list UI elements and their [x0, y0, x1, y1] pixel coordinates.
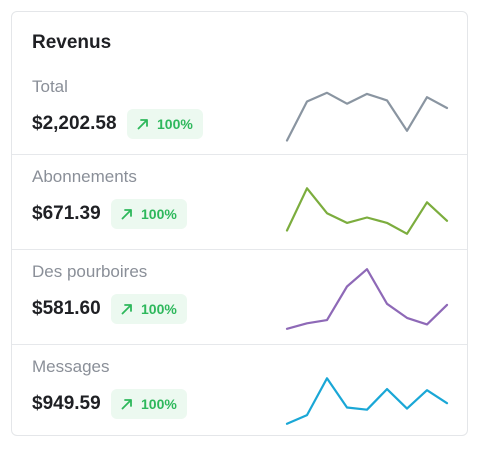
change-percent: 100%: [141, 206, 177, 222]
change-badge: 100%: [111, 294, 187, 324]
row-label: Messages: [32, 357, 110, 376]
arrow-up-right-icon: [121, 304, 132, 315]
row-value: $2,202.58: [32, 113, 117, 134]
arrow-up-right-icon: [121, 399, 132, 410]
change-percent: 100%: [157, 116, 193, 132]
sparkline-series: [285, 377, 449, 425]
sparkline-chart: [285, 91, 449, 142]
change-badge: 100%: [111, 199, 187, 229]
sparkline-series: [285, 268, 449, 330]
arrow-up-right-icon: [137, 119, 148, 130]
change-percent: 100%: [141, 396, 177, 412]
row-label: Total: [32, 77, 68, 96]
change-percent: 100%: [141, 301, 177, 317]
revenue-card: Revenus Total $2,202.58 100% Abonnements…: [11, 11, 468, 436]
change-badge: 100%: [127, 109, 203, 139]
revenue-row-tips: Des pourboires $581.60 100%: [12, 249, 467, 345]
row-value: $949.59: [32, 393, 101, 414]
revenue-row-messages: Messages $949.59 100%: [12, 344, 467, 435]
row-value: $671.39: [32, 203, 101, 224]
row-label: Des pourboires: [32, 262, 148, 281]
row-value: $581.60: [32, 298, 101, 319]
card-title: Revenus: [32, 32, 112, 53]
sparkline-chart: [285, 377, 449, 425]
arrow-up-right-icon: [121, 209, 132, 220]
revenue-row-total: Total $2,202.58 100%: [12, 65, 467, 160]
row-label: Abonnements: [32, 167, 137, 186]
sparkline-chart: [285, 187, 449, 235]
sparkline-series: [285, 187, 449, 235]
sparkline-series: [285, 91, 449, 142]
revenue-row-subscriptions: Abonnements $671.39 100%: [12, 154, 467, 250]
sparkline-chart: [285, 268, 449, 330]
change-badge: 100%: [111, 389, 187, 419]
